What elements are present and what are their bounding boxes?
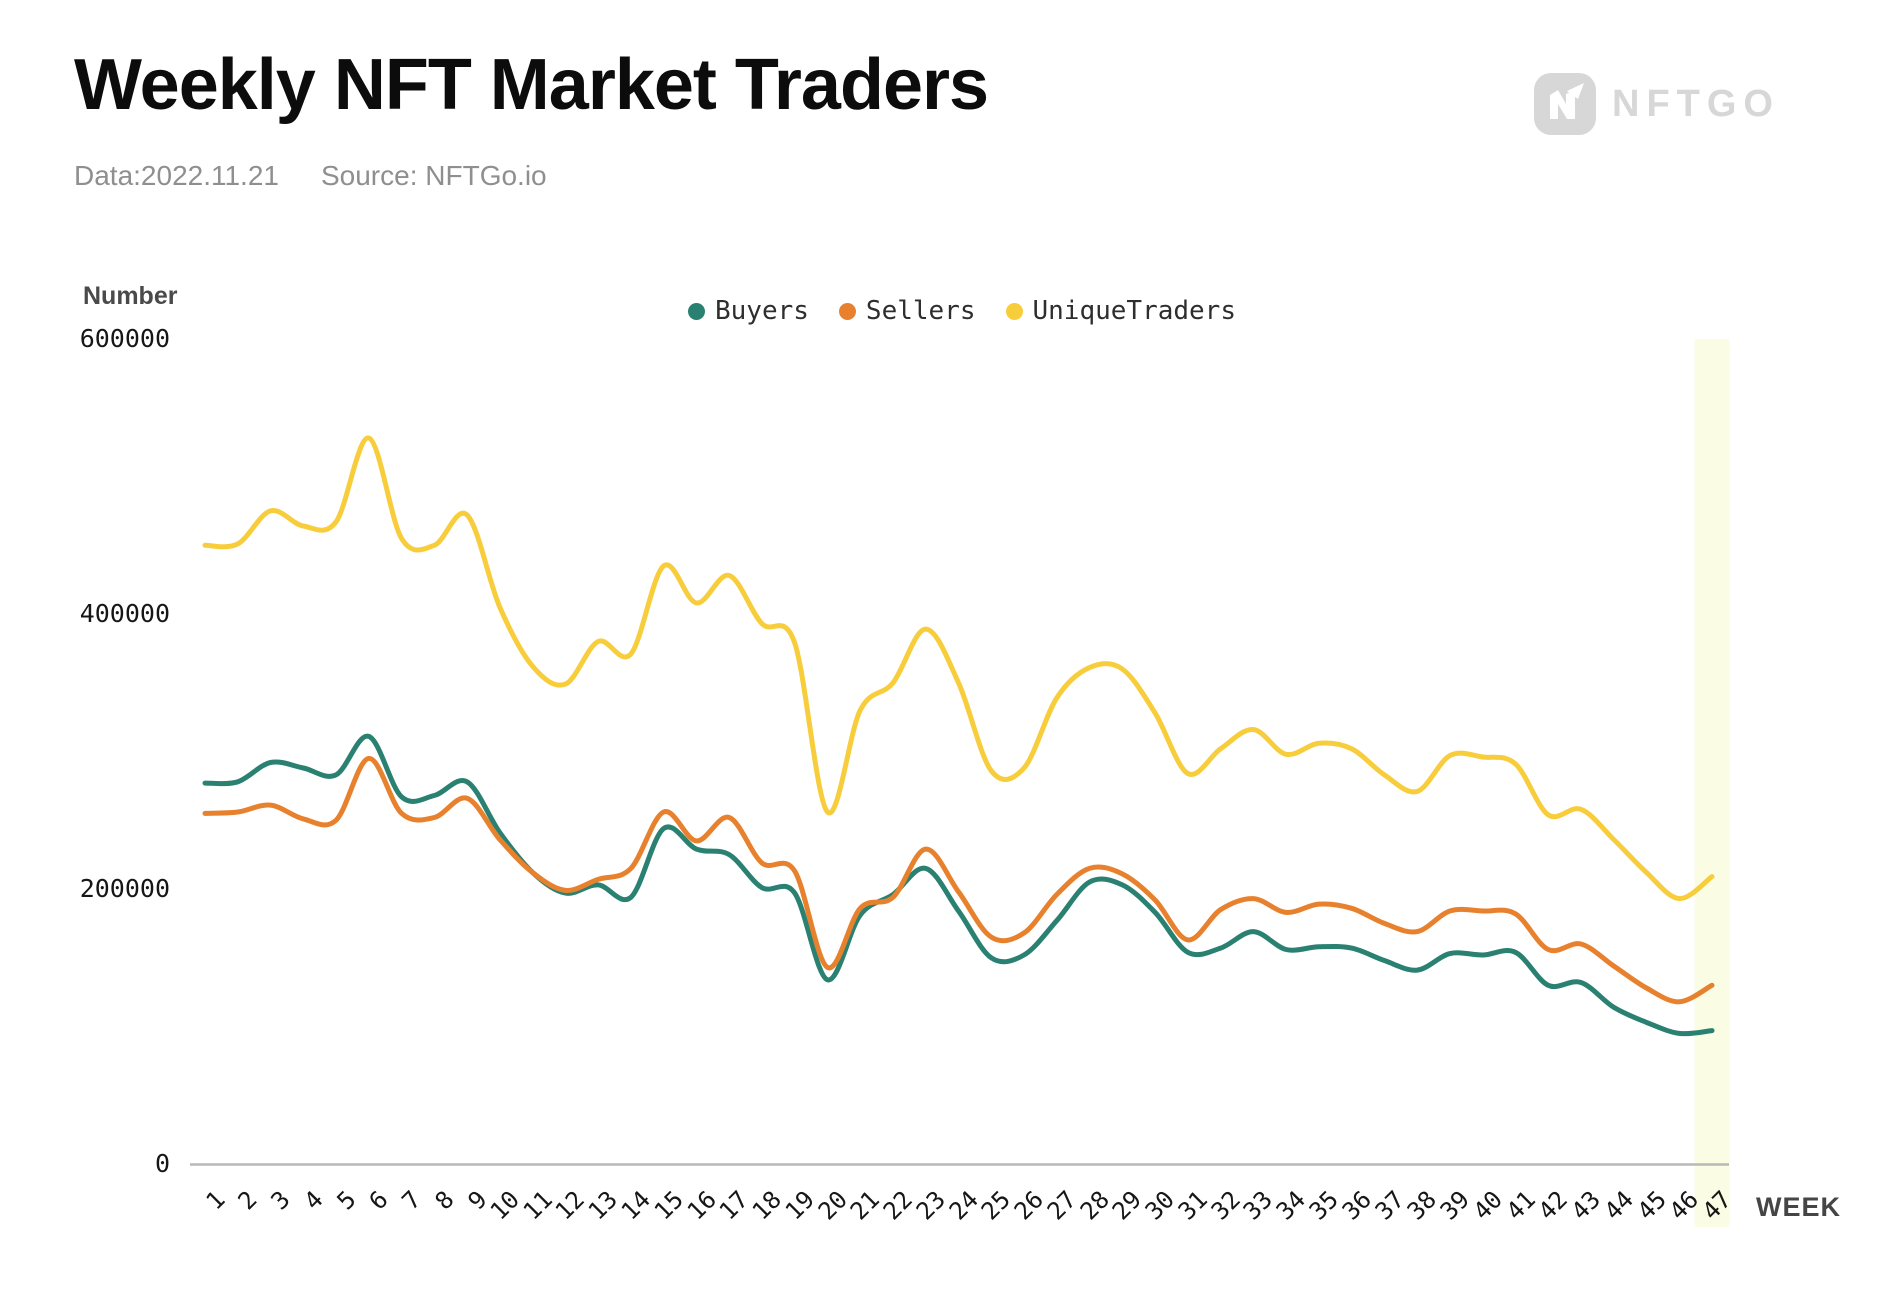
nftgo-logo-icon (1534, 73, 1596, 135)
legend-label-uniquetraders: UniqueTraders (1032, 296, 1237, 326)
y-tick-label: 400000 (79, 599, 170, 628)
source-label: Source: NFTGo.io (320, 160, 547, 191)
series-line-buyers (202, 733, 1715, 1037)
legend-swatch-uniquetraders-icon (1005, 302, 1023, 320)
nftgo-logo: NFTGO (1534, 73, 1780, 135)
current-week-highlight-band (1694, 339, 1730, 1227)
legend-item-uniquetraders[interactable]: UniqueTraders (1005, 296, 1237, 326)
series-line-uniquetraders (202, 435, 1715, 902)
y-tick-label: 0 (154, 1149, 170, 1178)
data-date-label: Data:2022.11.21 (74, 160, 279, 191)
chart-legend: Buyers Sellers UniqueTraders (688, 296, 1236, 326)
legend-item-sellers[interactable]: Sellers (838, 296, 976, 326)
legend-label-sellers: Sellers (865, 296, 976, 326)
legend-swatch-sellers-icon (838, 302, 856, 320)
legend-swatch-buyers-icon (688, 302, 705, 320)
subtitle: Data:2022.11.21 Source: NFTGo.io (74, 160, 547, 192)
y-axis-title: Number (83, 282, 178, 310)
legend-label-buyers: Buyers (715, 296, 809, 326)
y-tick-label: 200000 (79, 874, 170, 903)
page-title: Weekly NFT Market Traders (74, 45, 989, 125)
series-line-sellers (202, 755, 1715, 1005)
x-axis-title: WEEK (1756, 1192, 1841, 1222)
legend-item-buyers[interactable]: Buyers (688, 296, 809, 326)
y-tick-label: 600000 (79, 324, 170, 353)
nftgo-logo-text: NFTGO (1612, 82, 1780, 125)
